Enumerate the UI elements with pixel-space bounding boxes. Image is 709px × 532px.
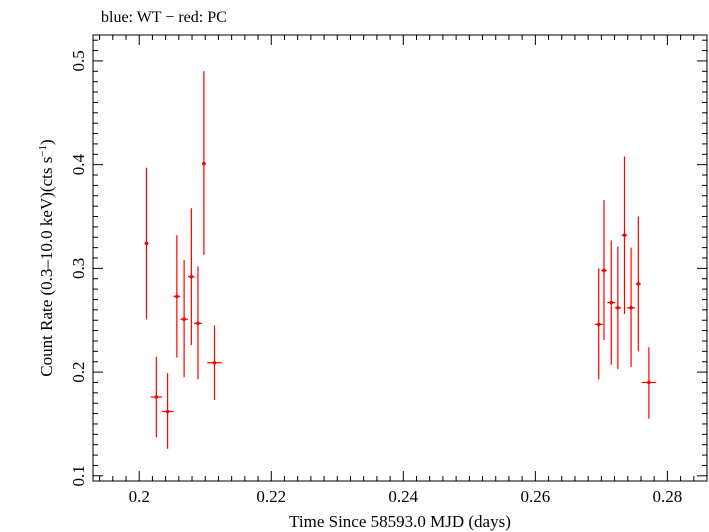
- y-axis-label-superscript: −1: [37, 145, 49, 157]
- data-point: [194, 266, 202, 380]
- point-marker: [202, 161, 206, 166]
- data-point: [161, 373, 174, 449]
- data-point: [173, 235, 181, 358]
- data-point: [201, 71, 206, 255]
- y-axis-ticks: 0.1 0.2 0.3 0.4 0.5: [69, 39, 707, 486]
- data-point: [144, 167, 149, 320]
- y-tick-label: 0.1: [69, 465, 88, 486]
- point-marker: [154, 395, 159, 399]
- point-marker: [175, 294, 179, 299]
- point-marker: [636, 282, 641, 286]
- y-axis-label-main: Count Rate (0.3–10.0 keV)(cts s: [37, 157, 56, 377]
- y-tick-label: 0.2: [69, 361, 88, 382]
- point-marker: [647, 380, 651, 385]
- data-point: [207, 325, 222, 401]
- y-axis-label-end: ): [37, 139, 56, 145]
- y-axis-label: Count Rate (0.3–10.0 keV)(cts s−1): [37, 139, 56, 376]
- point-marker: [182, 317, 186, 321]
- data-point: [180, 260, 189, 378]
- point-marker: [596, 322, 601, 327]
- y-tick-label: 0.5: [69, 50, 88, 71]
- x-axis-label: Time Since 58593.0 MJD (days): [289, 512, 511, 531]
- x-tick-label: 0.2: [129, 487, 150, 506]
- point-marker: [165, 409, 170, 414]
- y-tick-label: 0.4: [69, 154, 88, 176]
- point-marker: [212, 360, 217, 365]
- point-marker: [629, 305, 633, 310]
- data-point: [150, 356, 163, 438]
- point-marker: [189, 274, 194, 279]
- data-point: [188, 208, 195, 346]
- data-points: [144, 71, 657, 449]
- data-point: [635, 216, 641, 352]
- x-tick-label: 0.26: [520, 487, 550, 506]
- data-point: [641, 347, 657, 419]
- data-point: [601, 199, 607, 340]
- point-marker: [609, 300, 614, 305]
- data-point: [627, 247, 636, 367]
- point-marker: [144, 241, 149, 246]
- x-tick-label: 0.28: [653, 487, 683, 506]
- data-point: [594, 268, 603, 380]
- x-tick-label: 0.22: [256, 487, 286, 506]
- data-point: [614, 246, 622, 369]
- data-point: [607, 240, 616, 365]
- data-point: [621, 156, 628, 315]
- y-tick-label: 0.3: [69, 258, 88, 279]
- x-axis-ticks: 0.2 0.22 0.24 0.26 0.28: [99, 35, 695, 506]
- point-marker: [622, 233, 627, 237]
- point-marker: [602, 268, 606, 273]
- point-marker: [616, 305, 620, 310]
- x-tick-label: 0.24: [388, 487, 418, 506]
- chart-title: blue: WT − red: PC: [101, 9, 227, 26]
- plot-frame: [92, 34, 708, 482]
- point-marker: [196, 321, 200, 326]
